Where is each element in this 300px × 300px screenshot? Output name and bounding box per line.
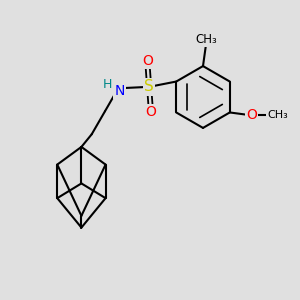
Text: O: O bbox=[145, 105, 156, 119]
Text: H: H bbox=[102, 78, 112, 91]
Text: CH₃: CH₃ bbox=[195, 33, 217, 46]
Text: O: O bbox=[246, 108, 257, 122]
Text: S: S bbox=[144, 79, 154, 94]
Text: O: O bbox=[142, 54, 153, 68]
Text: CH₃: CH₃ bbox=[267, 110, 288, 120]
Text: N: N bbox=[115, 84, 125, 98]
